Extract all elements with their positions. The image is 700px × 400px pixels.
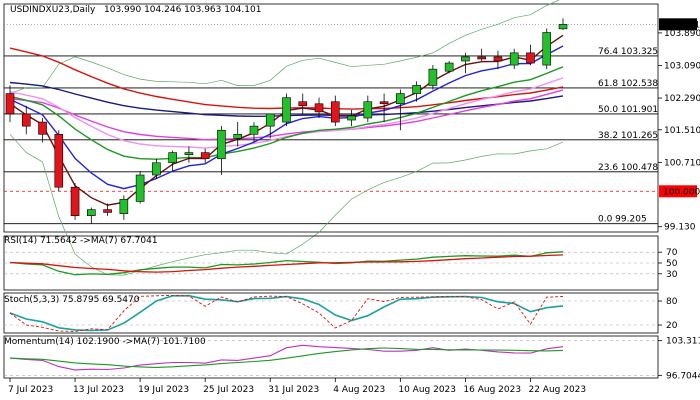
candle-body (249, 125, 259, 135)
date-axis-tick-label: 4 Aug 2023 (333, 385, 385, 395)
ma-green-line (9, 66, 564, 160)
fib-level-label: 23.6 100.478 (598, 163, 658, 173)
candle-body (282, 97, 291, 123)
momentum-ma-line (9, 347, 564, 368)
candle-body (233, 133, 243, 139)
current-price-badge (659, 18, 697, 31)
fib-level-label: 50.0 101.901 (598, 105, 658, 115)
date-axis-tick-label: 19 Jul 2023 (138, 385, 189, 395)
candle-body (217, 129, 226, 160)
rsi-axis-tick-label: 30 (666, 270, 678, 280)
candle-body (509, 52, 519, 66)
candle-body (184, 152, 194, 155)
ma-pink-line (9, 77, 564, 149)
momentum-axis-tick-label: 96.7044 (666, 371, 700, 381)
candle-body (38, 121, 47, 135)
price-axis-tick-label: 103.090 (664, 61, 700, 71)
price-axis-tick-label: 100.710 (664, 158, 700, 168)
candle-body (200, 152, 210, 160)
stoch-label: Stoch(5,3,3) 75.8795 69.5470 (4, 295, 140, 305)
stoch-axis-tick-label: 80 (666, 297, 678, 307)
stoch-d-line (9, 294, 564, 332)
candle-body (461, 56, 470, 62)
candle-body (347, 115, 356, 121)
candle-body (265, 113, 275, 127)
rsi-ma-line (9, 254, 564, 273)
current-price-label: 104.101 (663, 20, 700, 30)
momentum-line (9, 344, 564, 371)
price-axis-tick-label: 102.290 (664, 94, 700, 104)
rsi-label: RSI(14) 71.5642 ->MA(7) 67.7041 (4, 236, 158, 246)
candle-body (526, 52, 535, 64)
rsi-axis-tick-label: 50 (666, 259, 678, 269)
candle-body (54, 133, 64, 188)
price-panel-frame (3, 3, 659, 233)
candle-body (5, 93, 15, 115)
candle-body (168, 152, 177, 164)
stoch-panel: 80 20 (3, 292, 678, 334)
candle-body (363, 101, 373, 119)
price-axis-tick-label: 99.130 (664, 223, 696, 233)
candle-body (70, 186, 80, 217)
fib-level-label: 0.0 99.205 (598, 215, 647, 225)
candle-body (152, 162, 161, 176)
date-axis-tick-label: 22 Aug 2023 (528, 385, 586, 395)
candle-body (477, 56, 486, 60)
candle-body (103, 209, 112, 213)
fib-level-label: 61.8 102.538 (598, 79, 658, 89)
candle-body (493, 56, 503, 62)
price-panel: 103.890 103.090 102.290 101.510 100.710 99.13… (3, 0, 700, 276)
candle-body (21, 113, 31, 127)
candle-body (542, 32, 552, 66)
date-axis-tick-label: 16 Aug 2023 (463, 385, 521, 395)
momentum-panel: 103.3116 96.7044 (3, 335, 700, 381)
reference-price-badge (659, 185, 697, 198)
candle-body (298, 101, 308, 107)
candle-body (412, 85, 421, 94)
stoch-axis-tick-label: 20 (666, 321, 678, 331)
candle-body (428, 68, 438, 86)
candle-body (379, 101, 389, 105)
price-axis-tick-label: 101.510 (664, 126, 700, 136)
date-axis: 7 Jul 2023 13 Jul 2023 19 Jul 2023 25 Jul 2… (8, 378, 586, 395)
momentum-axis-tick-label: 103.3116 (666, 337, 700, 347)
stoch-frame (3, 292, 659, 334)
fib-level-label: 76.4 103.325 (598, 47, 658, 57)
price-axis-tick-label: 103.890 (664, 29, 700, 39)
date-axis-tick-label: 7 Jul 2023 (8, 385, 53, 395)
momentum-frame (3, 335, 659, 379)
rsi-axis-tick-label: 70 (666, 248, 678, 258)
fib-level-label: 38.2 101.265 (598, 131, 658, 141)
ma-magenta-line (9, 89, 564, 141)
candle-body (558, 24, 568, 30)
date-axis-tick-label: 25 Jul 2023 (203, 385, 254, 395)
chart-title: USDINDXU23,Daily (10, 5, 96, 15)
bollinger-lower-line (9, 134, 564, 276)
candle-body (87, 209, 96, 217)
candle-body (330, 101, 340, 123)
ohlc-header: 103.990 104.246 103.963 104.101 (104, 5, 261, 15)
momentum-label: Momentum(14) 102.1900 ->MA(7) 101.7100 (4, 337, 206, 347)
rsi-line (9, 251, 564, 276)
date-axis-tick-label: 10 Aug 2023 (398, 385, 456, 395)
candle-body (396, 93, 405, 105)
bollinger-upper-line (9, 0, 560, 94)
candle-body (444, 62, 454, 72)
date-axis-tick-label: 13 Jul 2023 (73, 385, 124, 395)
candle-body (119, 199, 129, 214)
candle-body (314, 103, 324, 113)
date-axis-tick-label: 31 Jul 2023 (268, 385, 319, 395)
reference-price-label: 100.000 (663, 187, 700, 197)
candle-body (135, 174, 145, 202)
